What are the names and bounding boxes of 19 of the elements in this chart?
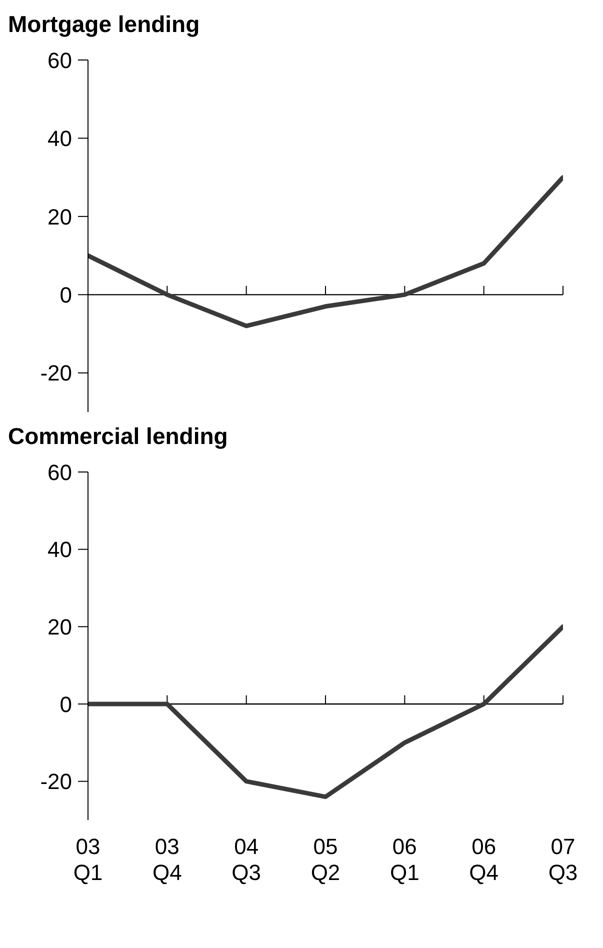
y-tick-label: 0 <box>60 692 72 717</box>
y-tick-label: 40 <box>48 537 72 562</box>
x-tick-label: 03 Q1 <box>73 834 103 885</box>
y-tick-label: 0 <box>60 282 72 308</box>
y-tick-label: -20 <box>40 769 72 794</box>
x-tick-label: 05 Q2 <box>310 834 340 885</box>
y-tick-label: 20 <box>48 204 72 230</box>
chart-title: Mortgage lending <box>8 10 201 39</box>
x-tick-label: 03 Q4 <box>152 834 182 885</box>
y-tick-label: 40 <box>48 126 72 152</box>
y-tick-label: 20 <box>48 614 72 640</box>
y-tick-label: 60 <box>48 48 72 73</box>
x-tick-label: 04 Q3 <box>232 834 262 885</box>
x-tick-label: 06 Q1 <box>390 834 420 885</box>
x-tick-label: 06 Q4 <box>469 834 499 885</box>
y-tick-label: 60 <box>48 460 72 485</box>
chart-title: Commercial lending <box>8 422 229 451</box>
y-tick-label: -20 <box>40 360 72 386</box>
x-tick-label: 07 Q3 <box>548 834 578 885</box>
